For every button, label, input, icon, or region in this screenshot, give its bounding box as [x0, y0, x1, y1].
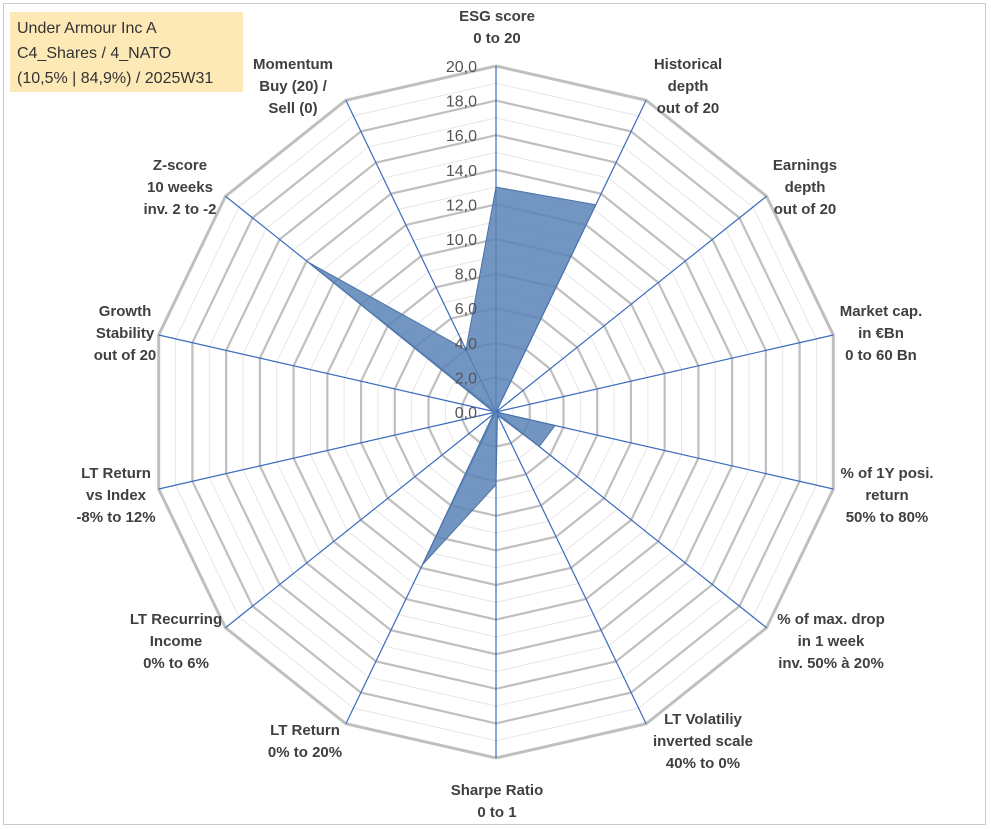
axis-label: Sell (0)	[268, 100, 317, 117]
axis-label: return	[865, 487, 908, 504]
company-name: Under Armour Inc A	[17, 20, 157, 37]
radar-spoke	[225, 411, 497, 629]
radar-spoke	[495, 411, 767, 629]
axis-label: Stability	[96, 325, 155, 342]
tick-label: 10,0	[446, 232, 477, 249]
axis-label: out of 20	[774, 201, 837, 218]
axis-label: LT Recurring	[130, 611, 222, 628]
axis-label: ESG score	[459, 8, 535, 25]
axis-label: -8% to 12%	[76, 509, 155, 526]
axis-label: Growth	[99, 303, 152, 320]
radar-axis-labels: ESG score 0 to 20 Historical depth out of 20…	[76, 8, 933, 821]
tick-label: 18,0	[446, 94, 477, 111]
tick-label: 20,0	[446, 59, 477, 76]
axis-label: Historical	[654, 56, 722, 73]
axis-label: depth	[668, 78, 709, 95]
axis-label: Z-score	[153, 157, 207, 174]
tick-label: 4,0	[455, 336, 477, 353]
series-area	[307, 186, 597, 566]
axis-label: 0 to 1	[477, 804, 516, 821]
axis-label: out of 20	[657, 100, 720, 117]
radar-spoke	[495, 334, 834, 413]
radar-spoke	[495, 411, 647, 724]
axis-label: Buy (20) /	[259, 78, 327, 95]
axis-label: inv. 2 to -2	[143, 201, 216, 218]
axis-label: Income	[150, 633, 203, 650]
radar-spoke	[158, 411, 497, 490]
radar-spoke	[158, 334, 497, 413]
axis-label: 50% to 80%	[846, 509, 929, 526]
tick-label: 0,0	[455, 405, 477, 422]
tick-label: 8,0	[455, 267, 477, 284]
radar-spoke	[495, 195, 767, 413]
axis-label: LT Return	[81, 465, 151, 482]
tick-label: 6,0	[455, 301, 477, 318]
axis-label: 0 to 20	[473, 30, 521, 47]
tick-label: 14,0	[446, 163, 477, 180]
axis-label: LT Volatiliy	[664, 711, 742, 728]
portfolio-code: C4_Shares / 4_NATO	[17, 45, 172, 62]
axis-label: in €Bn	[858, 325, 904, 342]
axis-label: depth	[785, 179, 826, 196]
axis-label: vs Index	[86, 487, 147, 504]
axis-label: out of 20	[94, 347, 157, 364]
axis-label: inverted scale	[653, 733, 753, 750]
axis-label: Momentum	[253, 56, 333, 73]
axis-label: Earnings	[773, 157, 837, 174]
axis-label: 0 to 60 Bn	[845, 347, 917, 364]
axis-label: 0% to 6%	[143, 655, 209, 672]
axis-label: 10 weeks	[147, 179, 213, 196]
axis-label: 40% to 0%	[666, 755, 740, 772]
tick-label: 16,0	[446, 128, 477, 145]
axis-label: Market cap.	[840, 303, 923, 320]
axis-label: inv. 50% à 20%	[778, 655, 884, 672]
radar-series	[307, 186, 597, 566]
axis-label: LT Return	[270, 722, 340, 739]
score-period: (10,5% | 84,9%) / 2025W31	[17, 70, 214, 87]
tick-label: 12,0	[446, 197, 477, 214]
info-box: Under Armour Inc A C4_Shares / 4_NATO (1…	[10, 12, 243, 92]
axis-label: in 1 week	[798, 633, 865, 650]
radar-tick-labels: 0,0 2,0 4,0 6,0 8,0 10,0 12,0 14,0 16,0 18,0 20,0	[446, 59, 477, 422]
axis-label: Sharpe Ratio	[451, 782, 544, 799]
axis-label: 0% to 20%	[268, 744, 342, 761]
axis-label: % of 1Y posi.	[840, 465, 933, 482]
tick-label: 2,0	[455, 370, 477, 387]
axis-label: % of max. drop	[777, 611, 885, 628]
